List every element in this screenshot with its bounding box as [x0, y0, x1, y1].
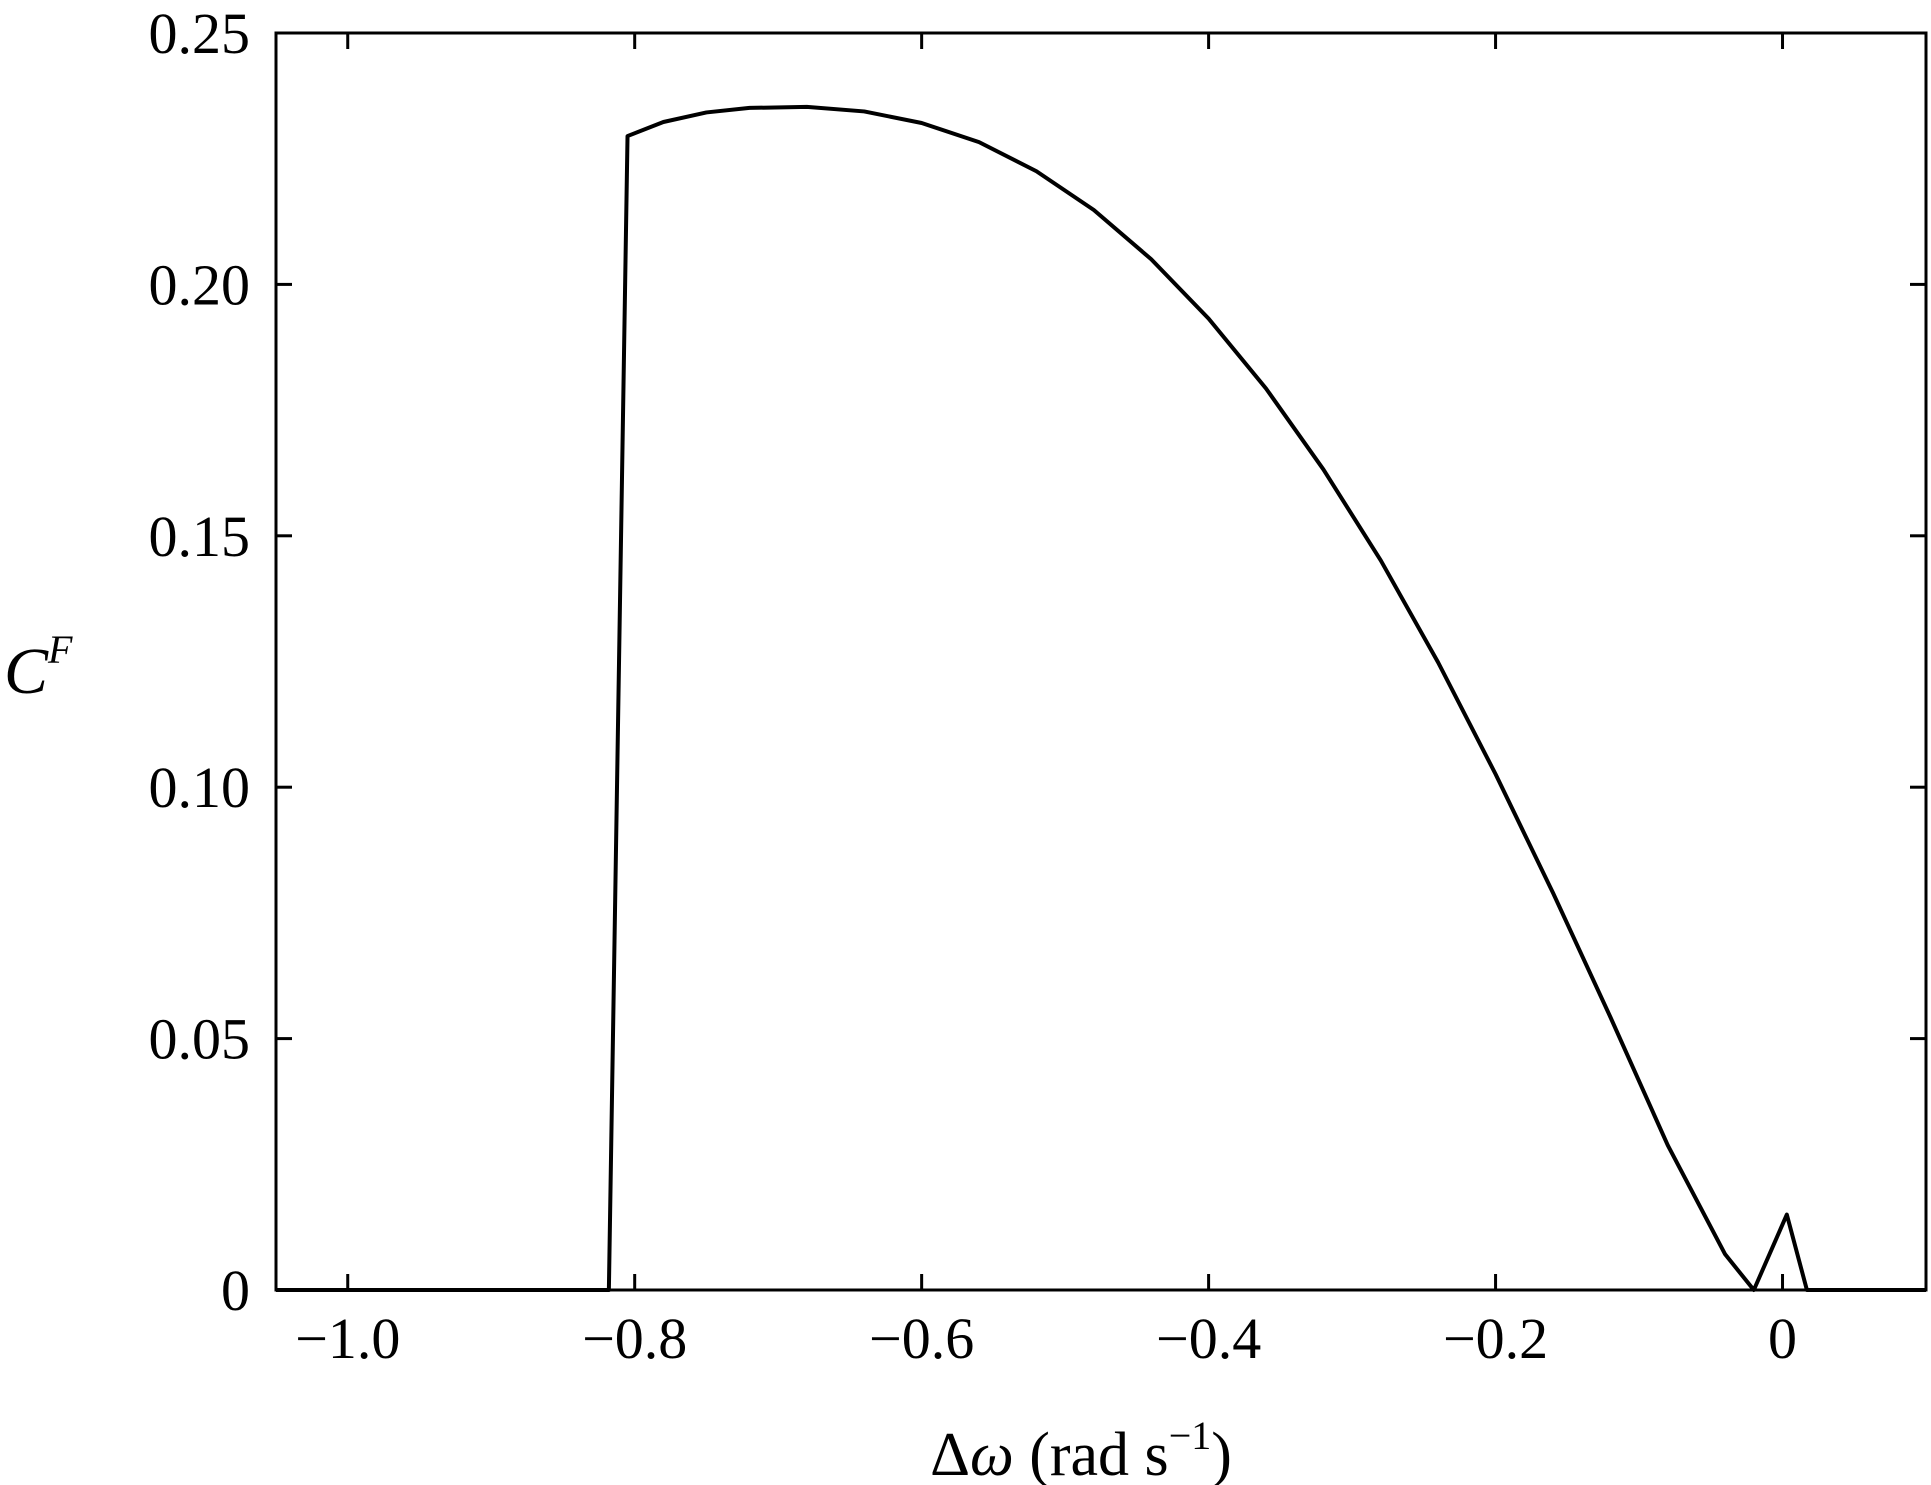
- x-tick-label: −0.6: [869, 1306, 974, 1371]
- y-tick-label: 0.20: [149, 252, 251, 317]
- x-axis-label-close: ): [1211, 1421, 1232, 1485]
- y-tick-label: 0.05: [149, 1007, 251, 1072]
- y-axis-label-superscript: F: [47, 627, 73, 672]
- y-axis-label-symbol: C: [4, 635, 49, 708]
- x-axis-label-symbol: Δ: [930, 1421, 970, 1485]
- x-axis-label-variable: ω: [970, 1421, 1014, 1485]
- series-layer: [276, 104, 1926, 1292]
- y-tick-label: 0.25: [149, 1, 251, 66]
- x-axis-label: Δω (rad s−1): [930, 1413, 1232, 1485]
- x-tick-label: −0.8: [582, 1306, 687, 1371]
- x-tick-label: 0: [1768, 1306, 1797, 1371]
- plot-frame: [274, 31, 1928, 1292]
- x-tick-label: −0.2: [1443, 1306, 1548, 1371]
- x-axis-label-unit: (rad s: [1014, 1421, 1169, 1485]
- y-axis-label: CF: [4, 627, 73, 708]
- y-tick-label: 0: [221, 1258, 250, 1323]
- x-tick-label: −1.0: [295, 1306, 400, 1371]
- labels-layer: −1.0 −0.8 −0.6 −0.4 −0.2 0 0 0.05 0.10 0.15 0.20 0.…: [149, 1, 1798, 1371]
- y-tick-label: 0.15: [149, 504, 251, 569]
- ticks-layer: [276, 31, 1926, 1292]
- x-tick-label: −0.4: [1156, 1306, 1261, 1371]
- x-axis-label-exponent: −1: [1169, 1413, 1212, 1458]
- series-line: [276, 104, 1926, 1292]
- y-tick-label: 0.10: [149, 755, 251, 820]
